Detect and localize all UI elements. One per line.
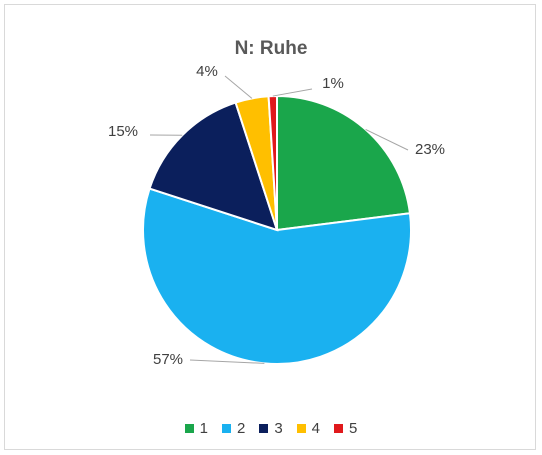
- legend-swatch-5: [334, 424, 344, 433]
- legend: 1 2 3 4 5: [0, 420, 542, 437]
- legend-item-4: 4: [296, 420, 321, 437]
- data-label-5: 1%: [322, 75, 344, 92]
- legend-item-2: 2: [221, 420, 246, 437]
- data-labels: 23% 57% 15% 4% 1%: [108, 63, 445, 368]
- legend-label-3: 3: [274, 420, 283, 437]
- pie-slices: [142, 94, 412, 365]
- legend-label-1: 1: [199, 420, 208, 437]
- legend-item-5: 5: [334, 420, 357, 437]
- legend-item-1: 1: [184, 420, 208, 437]
- legend-swatch-3: [259, 424, 269, 433]
- pie-slice-5: [267, 94, 278, 231]
- leader-lines: [149, 75, 409, 364]
- legend-label-4: 4: [311, 420, 321, 437]
- legend-label-5: 5: [349, 420, 358, 437]
- leader-line-2: [189, 359, 265, 364]
- pie-slice-1: [276, 94, 412, 232]
- leader-line-1: [365, 129, 409, 151]
- leader-line-5: [272, 88, 313, 97]
- legend-swatch-1: [184, 424, 194, 433]
- legend-swatch-2: [221, 424, 231, 433]
- data-label-3: 15%: [108, 123, 138, 140]
- legend-swatch-4: [296, 424, 306, 433]
- data-label-2: 57%: [153, 351, 183, 368]
- leader-line-4: [224, 75, 253, 99]
- legend-label-2: 2: [236, 420, 246, 437]
- data-label-1: 23%: [415, 141, 445, 158]
- legend-item-3: 3: [259, 420, 283, 437]
- data-label-4: 4%: [196, 63, 218, 80]
- chart-title: N: Ruhe: [234, 38, 308, 59]
